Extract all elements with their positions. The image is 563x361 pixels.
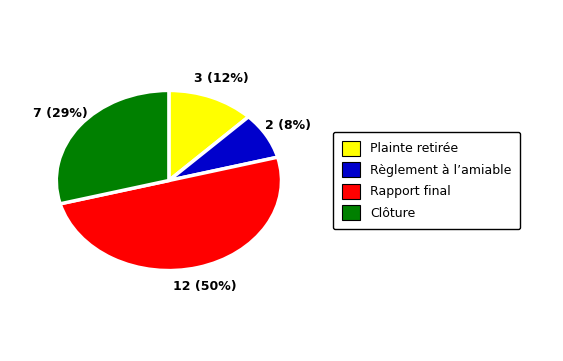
Wedge shape [169, 117, 278, 180]
Wedge shape [60, 157, 282, 271]
Wedge shape [56, 90, 169, 204]
Text: 2 (8%): 2 (8%) [265, 119, 311, 132]
Wedge shape [169, 90, 248, 180]
Text: 3 (12%): 3 (12%) [194, 73, 249, 86]
Legend: Plainte retirée, Règlement à l’amiable, Rapport final, Clôture: Plainte retirée, Règlement à l’amiable, … [333, 132, 520, 229]
Text: 12 (50%): 12 (50%) [173, 280, 236, 293]
Text: 7 (29%): 7 (29%) [33, 107, 87, 120]
